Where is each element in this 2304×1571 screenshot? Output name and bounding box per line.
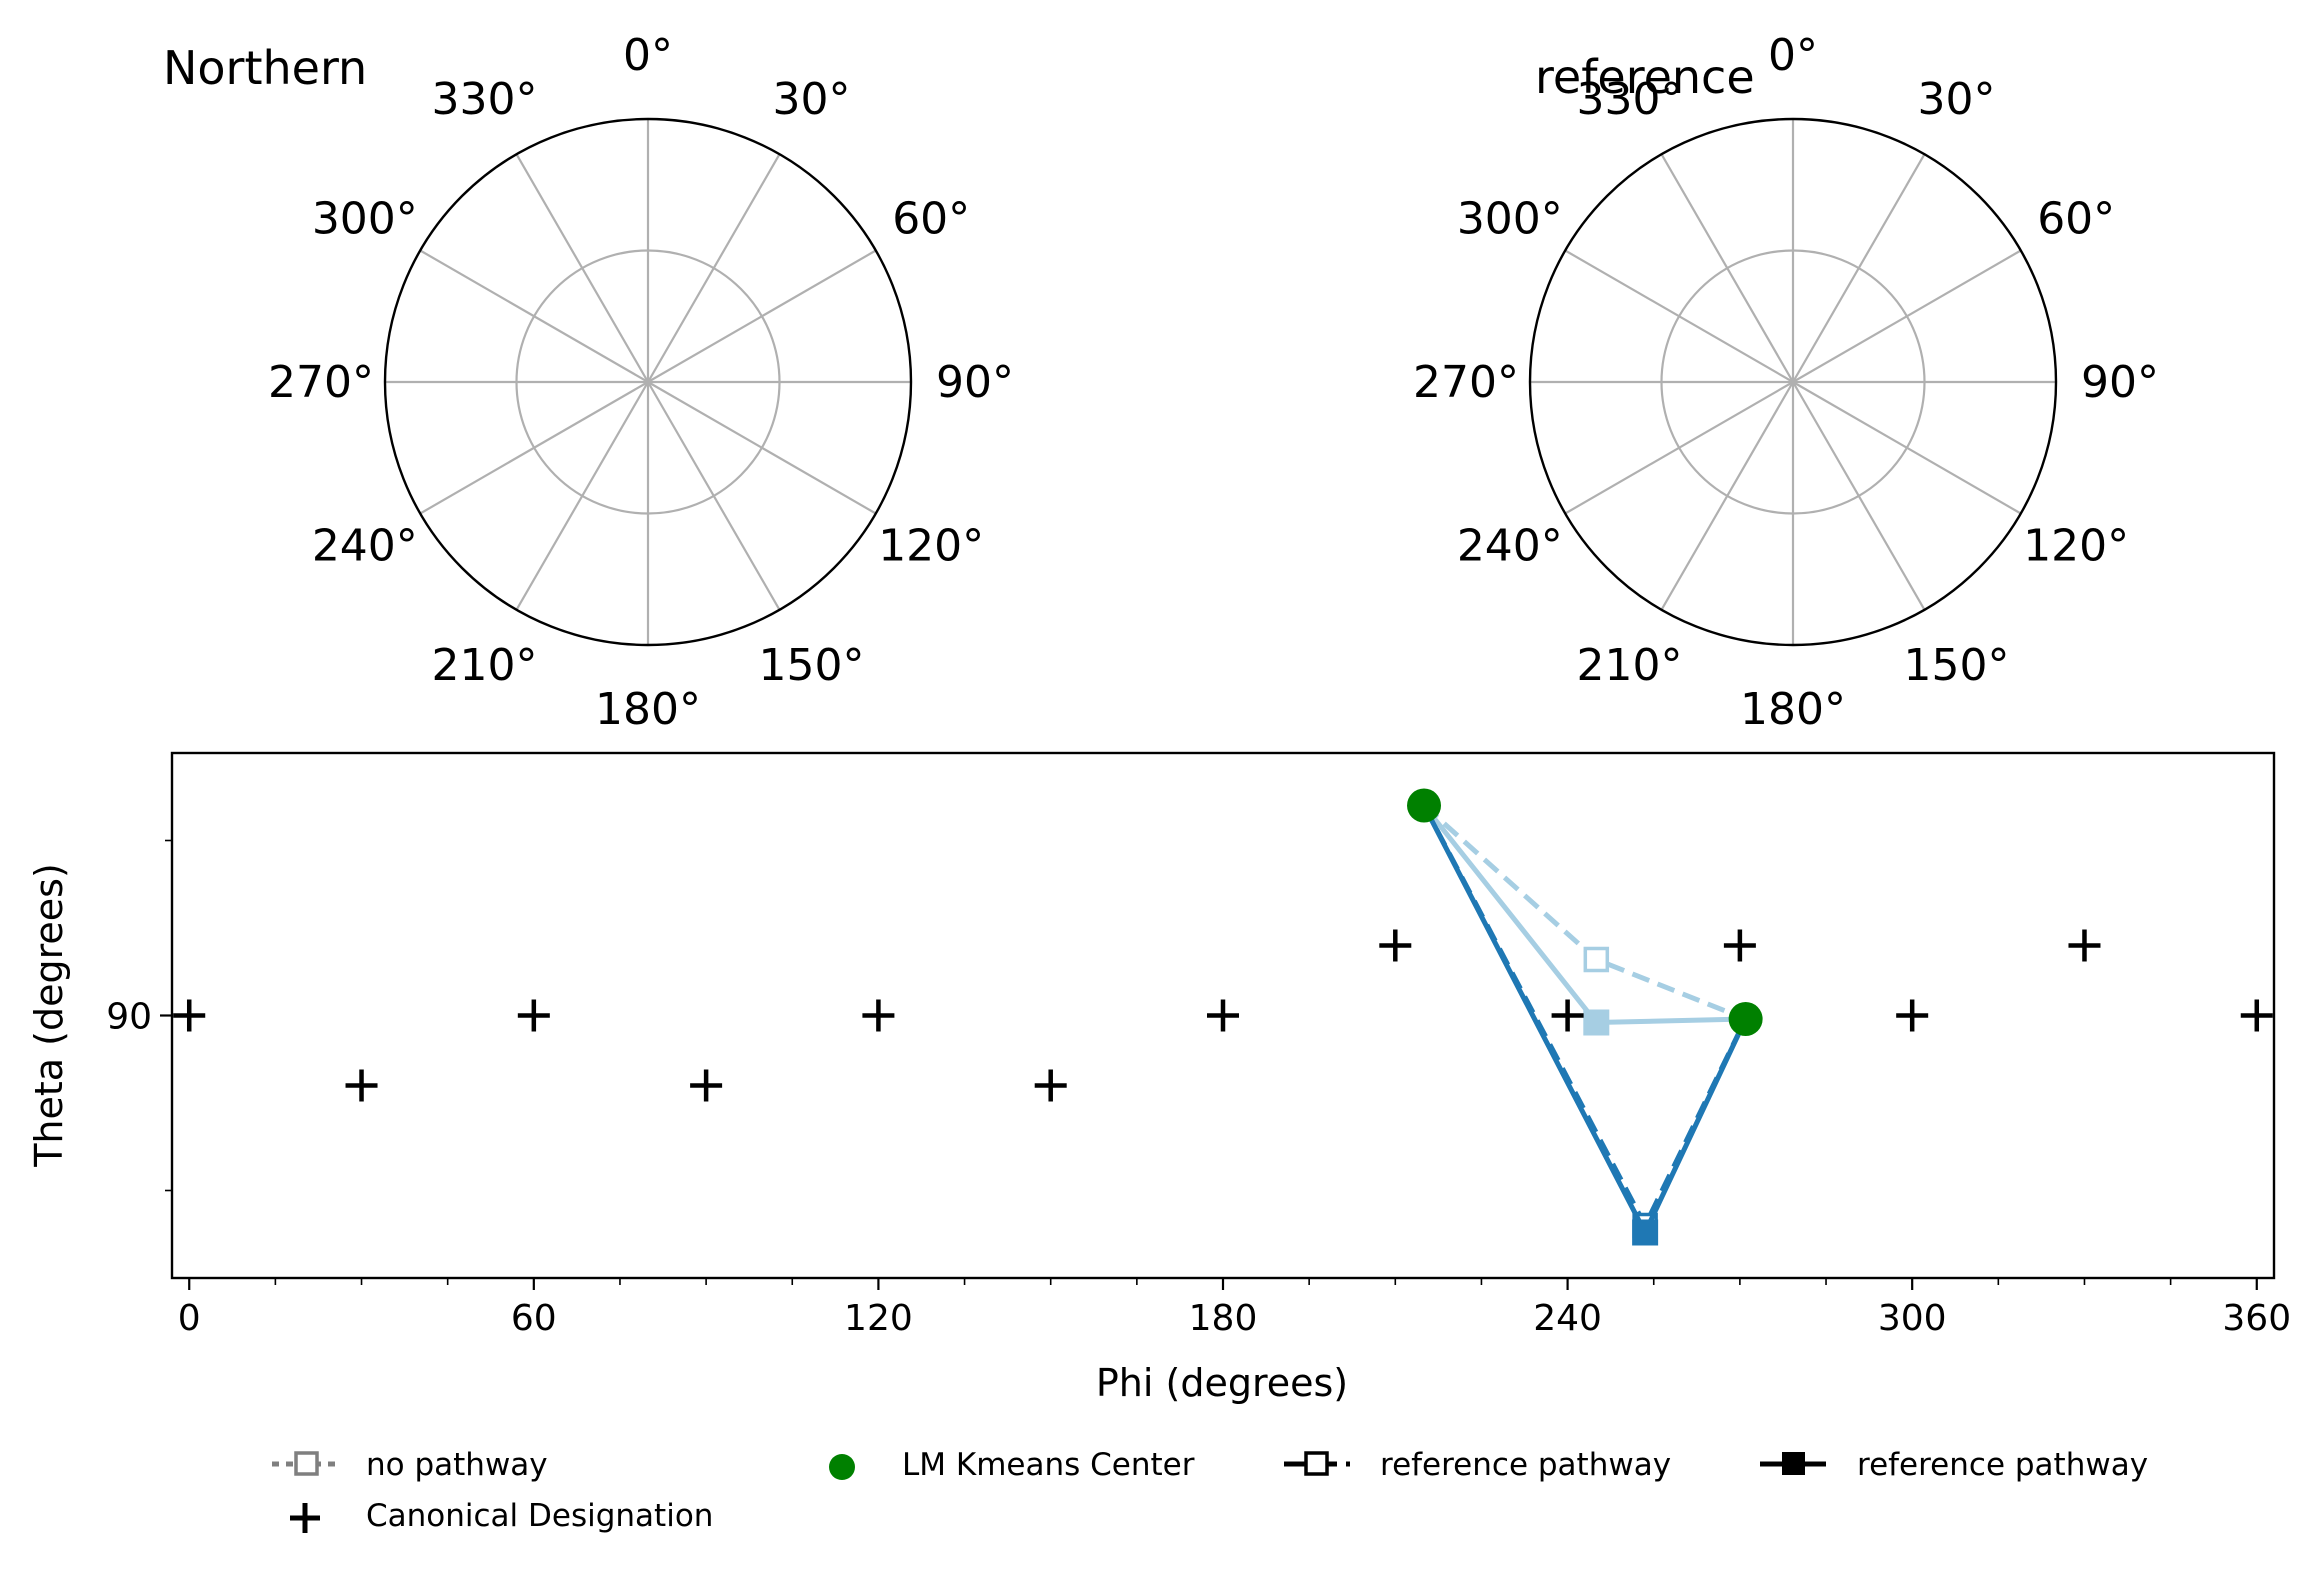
y-tick-label: 90 (106, 997, 152, 1038)
legend-item-no-pathway: no pathway (272, 1447, 548, 1483)
legend-label-reference-pathway-2: reference pathway (1857, 1447, 2148, 1483)
polar-angle-label: 0° (1768, 30, 1818, 81)
polar-angle-label: 210° (432, 640, 538, 691)
polar-angle-label: 300° (1457, 194, 1563, 245)
polar-angle-label: 150° (759, 640, 865, 691)
legend-label-reference-pathway-1: reference pathway (1380, 1447, 1671, 1483)
kmeans-center-marker (1728, 1002, 1763, 1036)
canonical-designation-marker (862, 999, 895, 1032)
canonical-designation-marker (2068, 929, 2101, 962)
polar-angle-label: 300° (312, 194, 418, 245)
polar-angle-label: 270° (1413, 357, 1519, 408)
pathway-line (1422, 803, 1746, 1025)
x-tick-label: 0 (178, 1298, 201, 1339)
pathway-line (1422, 803, 1747, 1022)
polar-angle-label: 330° (1577, 74, 1683, 125)
canonical-designation-marker (2240, 999, 2273, 1032)
polar-frame (383, 117, 913, 647)
polar-angle-label: 120° (2023, 521, 2129, 572)
polar-angle-label: 60° (892, 194, 970, 245)
polar-grid-circle (515, 249, 781, 515)
polar-angle-label: 210° (1577, 640, 1683, 691)
legend-item-kmeans-center: LM Kmeans Center (829, 1447, 1195, 1483)
x-tick-label: 360 (2222, 1298, 2291, 1339)
phi-theta-plot: 0 60 120 180 240 300 360 90 Phi (degrees) Thet… (27, 751, 2291, 1405)
polar-angle-label: 90° (936, 357, 1014, 408)
pathway-marker (1583, 1009, 1610, 1036)
x-tick-label: 120 (844, 1298, 913, 1339)
polar-angle-label: 330° (432, 74, 538, 125)
legend-label-canonical-designation: Canonical Designation (366, 1498, 713, 1534)
x-tick-label: 60 (511, 1298, 557, 1339)
polar-angle-label: 0° (623, 30, 673, 81)
legend-item-canonical-designation: Canonical Designation (290, 1498, 713, 1534)
x-tick-label: 180 (1189, 1298, 1258, 1339)
x-tick-label: 300 (1878, 1298, 1947, 1339)
polar-grid-circle (1660, 249, 1926, 515)
polar-frame (1528, 117, 2058, 647)
polar-angle-label: 90° (2081, 357, 2159, 408)
canonical-designation-marker (1207, 999, 1239, 1032)
polar-angle-label: 60° (2037, 194, 2115, 245)
legend-label-kmeans-center: LM Kmeans Center (902, 1447, 1195, 1483)
canonical-designation-marker (517, 999, 550, 1032)
kmeans-center-markers (1407, 788, 1763, 1036)
canonical-designation-marker (1896, 999, 1929, 1032)
polar-angle-label: 240° (1457, 521, 1563, 572)
polar-angle-label: 180° (595, 684, 701, 735)
canonical-designation-markers (173, 929, 2273, 1102)
pathway-series (1421, 803, 1748, 1246)
canonical-designation-marker (173, 999, 206, 1032)
polar-title-reference: reference (1535, 50, 1755, 104)
polar-plot-northern: Northern 0° 30° 60° 90° 120° 150° 180° 210° 240°… (163, 30, 1014, 735)
polar-angle-label: 180° (1740, 684, 1846, 735)
polar-angle-label: 150° (1904, 640, 2010, 691)
x-axis-label: Phi (degrees) (1096, 1361, 1348, 1405)
legend-label-no-pathway: no pathway (366, 1447, 548, 1483)
legend: no pathway LM Kmeans Center reference pa… (272, 1447, 2148, 1534)
canonical-designation-marker (690, 1069, 723, 1102)
x-tick-label: 240 (1533, 1298, 1602, 1339)
x-axis: 0 60 120 180 240 300 360 (178, 1278, 2291, 1339)
polar-angle-label: 120° (878, 521, 984, 572)
canonical-designation-marker (1551, 999, 1584, 1032)
canonical-designation-marker (345, 1069, 378, 1102)
polar-angle-label: 30° (1918, 74, 1996, 125)
kmeans-center-marker (1407, 788, 1442, 823)
legend-item-reference-pathway-dashed: reference pathway (1284, 1447, 1671, 1483)
polar-angle-label: 240° (312, 521, 418, 572)
polar-angle-label: 270° (268, 357, 374, 408)
y-axis-label: Theta (degrees) (27, 863, 71, 1168)
canonical-designation-marker (1379, 929, 1412, 962)
polar-plot-reference: reference 0° 30° 60° 90° 120° 150° 180° 210° 240… (1413, 30, 2159, 735)
y-axis: 90 (106, 839, 172, 1192)
pathway-marker (1583, 946, 1610, 973)
legend-item-reference-pathway-solid: reference pathway (1760, 1447, 2148, 1483)
polar-title-northern: Northern (163, 41, 367, 95)
polar-angle-label: 30° (773, 74, 851, 125)
pathway-marker (1632, 1219, 1659, 1246)
canonical-designation-marker (1034, 1069, 1067, 1102)
canonical-designation-marker (1723, 929, 1756, 962)
